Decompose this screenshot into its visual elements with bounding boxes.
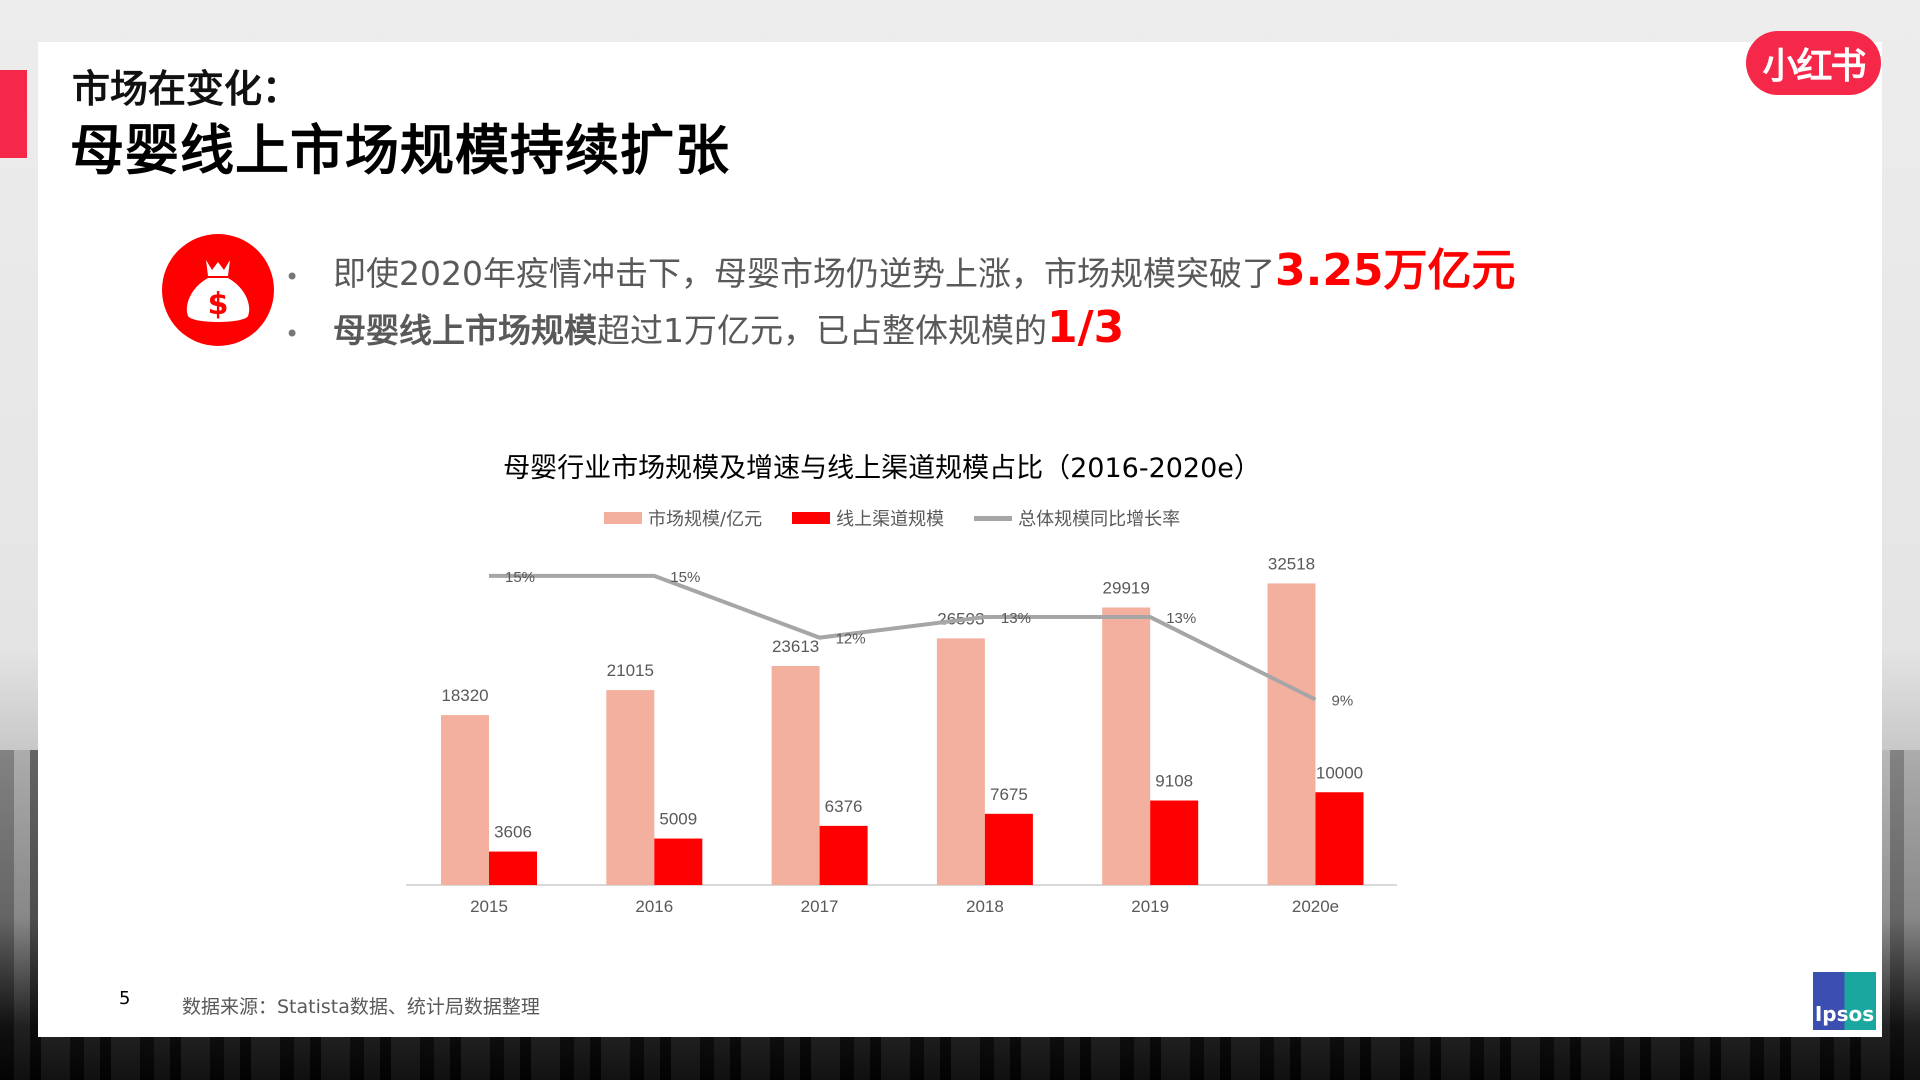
data-label-online: 6376 xyxy=(825,797,863,816)
slide-title: 母婴线上市场规模持续扩张 xyxy=(70,119,730,182)
x-tick-label: 2015 xyxy=(470,897,508,916)
legend-swatch xyxy=(604,512,642,524)
bullet-text: 超过1万亿元，已占整体规模的 xyxy=(597,311,1047,350)
data-label-online: 7675 xyxy=(990,785,1028,804)
data-label-market: 32518 xyxy=(1268,554,1315,573)
legend-market: 市场规模/亿元 xyxy=(604,505,762,531)
growth-line xyxy=(489,573,1317,702)
bar-online xyxy=(654,838,703,885)
data-label-online: 9108 xyxy=(1155,772,1193,791)
slide-subtitle: 市场在变化： xyxy=(72,67,301,111)
bar-online xyxy=(1150,800,1199,885)
data-label-online: 5009 xyxy=(659,810,697,829)
legend-label: 市场规模/亿元 xyxy=(648,509,763,530)
legend-swatch xyxy=(974,515,1013,521)
data-label-growth: 9% xyxy=(1332,693,1354,710)
x-tick-label: 2016 xyxy=(635,897,673,916)
data-label-growth: 12% xyxy=(836,631,866,648)
bullet-emphasis: 3.25万亿元 xyxy=(1274,245,1516,296)
bar-online xyxy=(819,825,868,885)
money-bag-dollar-icon: $ xyxy=(162,234,274,346)
chart-legend: 市场规模/亿元 线上渠道规模 总体规模同比增长率 xyxy=(604,505,1180,531)
data-label-growth: 13% xyxy=(1166,610,1196,627)
logo-text: 小红书 xyxy=(1762,46,1866,87)
legend-growth: 总体规模同比增长率 xyxy=(974,505,1180,531)
ipsos-logo-text: Ipsos xyxy=(1814,1002,1875,1026)
x-tick-label: 2019 xyxy=(1131,897,1169,916)
bar-market xyxy=(936,638,985,885)
bullet-1: • 即使2020年疫情冲击下，母婴市场仍逆势上涨，市场规模突破了 3.25万亿元 xyxy=(285,234,1516,302)
x-tick-label: 2018 xyxy=(966,897,1004,916)
bar-market xyxy=(1267,583,1316,885)
data-label-online: 3606 xyxy=(494,823,532,842)
data-label-growth: 15% xyxy=(505,569,535,586)
xiaohongshu-logo: 小红书 xyxy=(1746,31,1881,95)
data-label-growth: 13% xyxy=(1001,610,1031,627)
legend-swatch xyxy=(792,512,831,524)
bullet-2: • 母婴线上市场规模 超过1万亿元，已占整体规模的 1/3 xyxy=(285,302,1125,353)
accent-bar xyxy=(0,70,27,158)
data-label-market: 21015 xyxy=(607,661,654,680)
bar-online xyxy=(1315,792,1364,885)
legend-online: 线上渠道规模 xyxy=(792,505,944,531)
bar-market xyxy=(441,715,489,885)
bar-market xyxy=(771,665,820,885)
data-label-market: 18320 xyxy=(441,686,488,705)
bar-online xyxy=(489,851,537,885)
data-source: 数据来源：Statista数据、统计局数据整理 xyxy=(182,996,540,1018)
legend-label: 线上渠道规模 xyxy=(836,509,945,530)
svg-text:$: $ xyxy=(208,287,229,322)
data-label-online: 10000 xyxy=(1316,763,1363,782)
bullet-text: 即使2020年疫情冲击下，母婴市场仍逆势上涨，市场规模突破了 xyxy=(333,254,1275,293)
bar-online xyxy=(984,813,1033,885)
bullet-bold: 母婴线上市场规模 xyxy=(333,311,597,350)
page-number: 5 xyxy=(119,988,131,1009)
bullet-emphasis: 1/3 xyxy=(1047,302,1125,353)
bar-market xyxy=(1102,607,1151,885)
bar-market xyxy=(606,690,655,885)
x-tick-label: 2020e xyxy=(1292,897,1339,916)
ipsos-logo: Ipsos xyxy=(1813,972,1876,1030)
data-label-market: 29919 xyxy=(1103,579,1150,598)
x-tick-label: 2017 xyxy=(801,897,839,916)
chart-title: 母婴行业市场规模及增速与线上渠道规模占比（2016-2020e） xyxy=(503,453,1261,484)
data-label-growth: 15% xyxy=(670,569,700,586)
data-label-market: 23613 xyxy=(772,637,819,656)
legend-label: 总体规模同比增长率 xyxy=(1018,509,1181,530)
key-points: • 即使2020年疫情冲击下，母婴市场仍逆势上涨，市场规模突破了 3.25万亿元 •… xyxy=(285,234,1516,370)
